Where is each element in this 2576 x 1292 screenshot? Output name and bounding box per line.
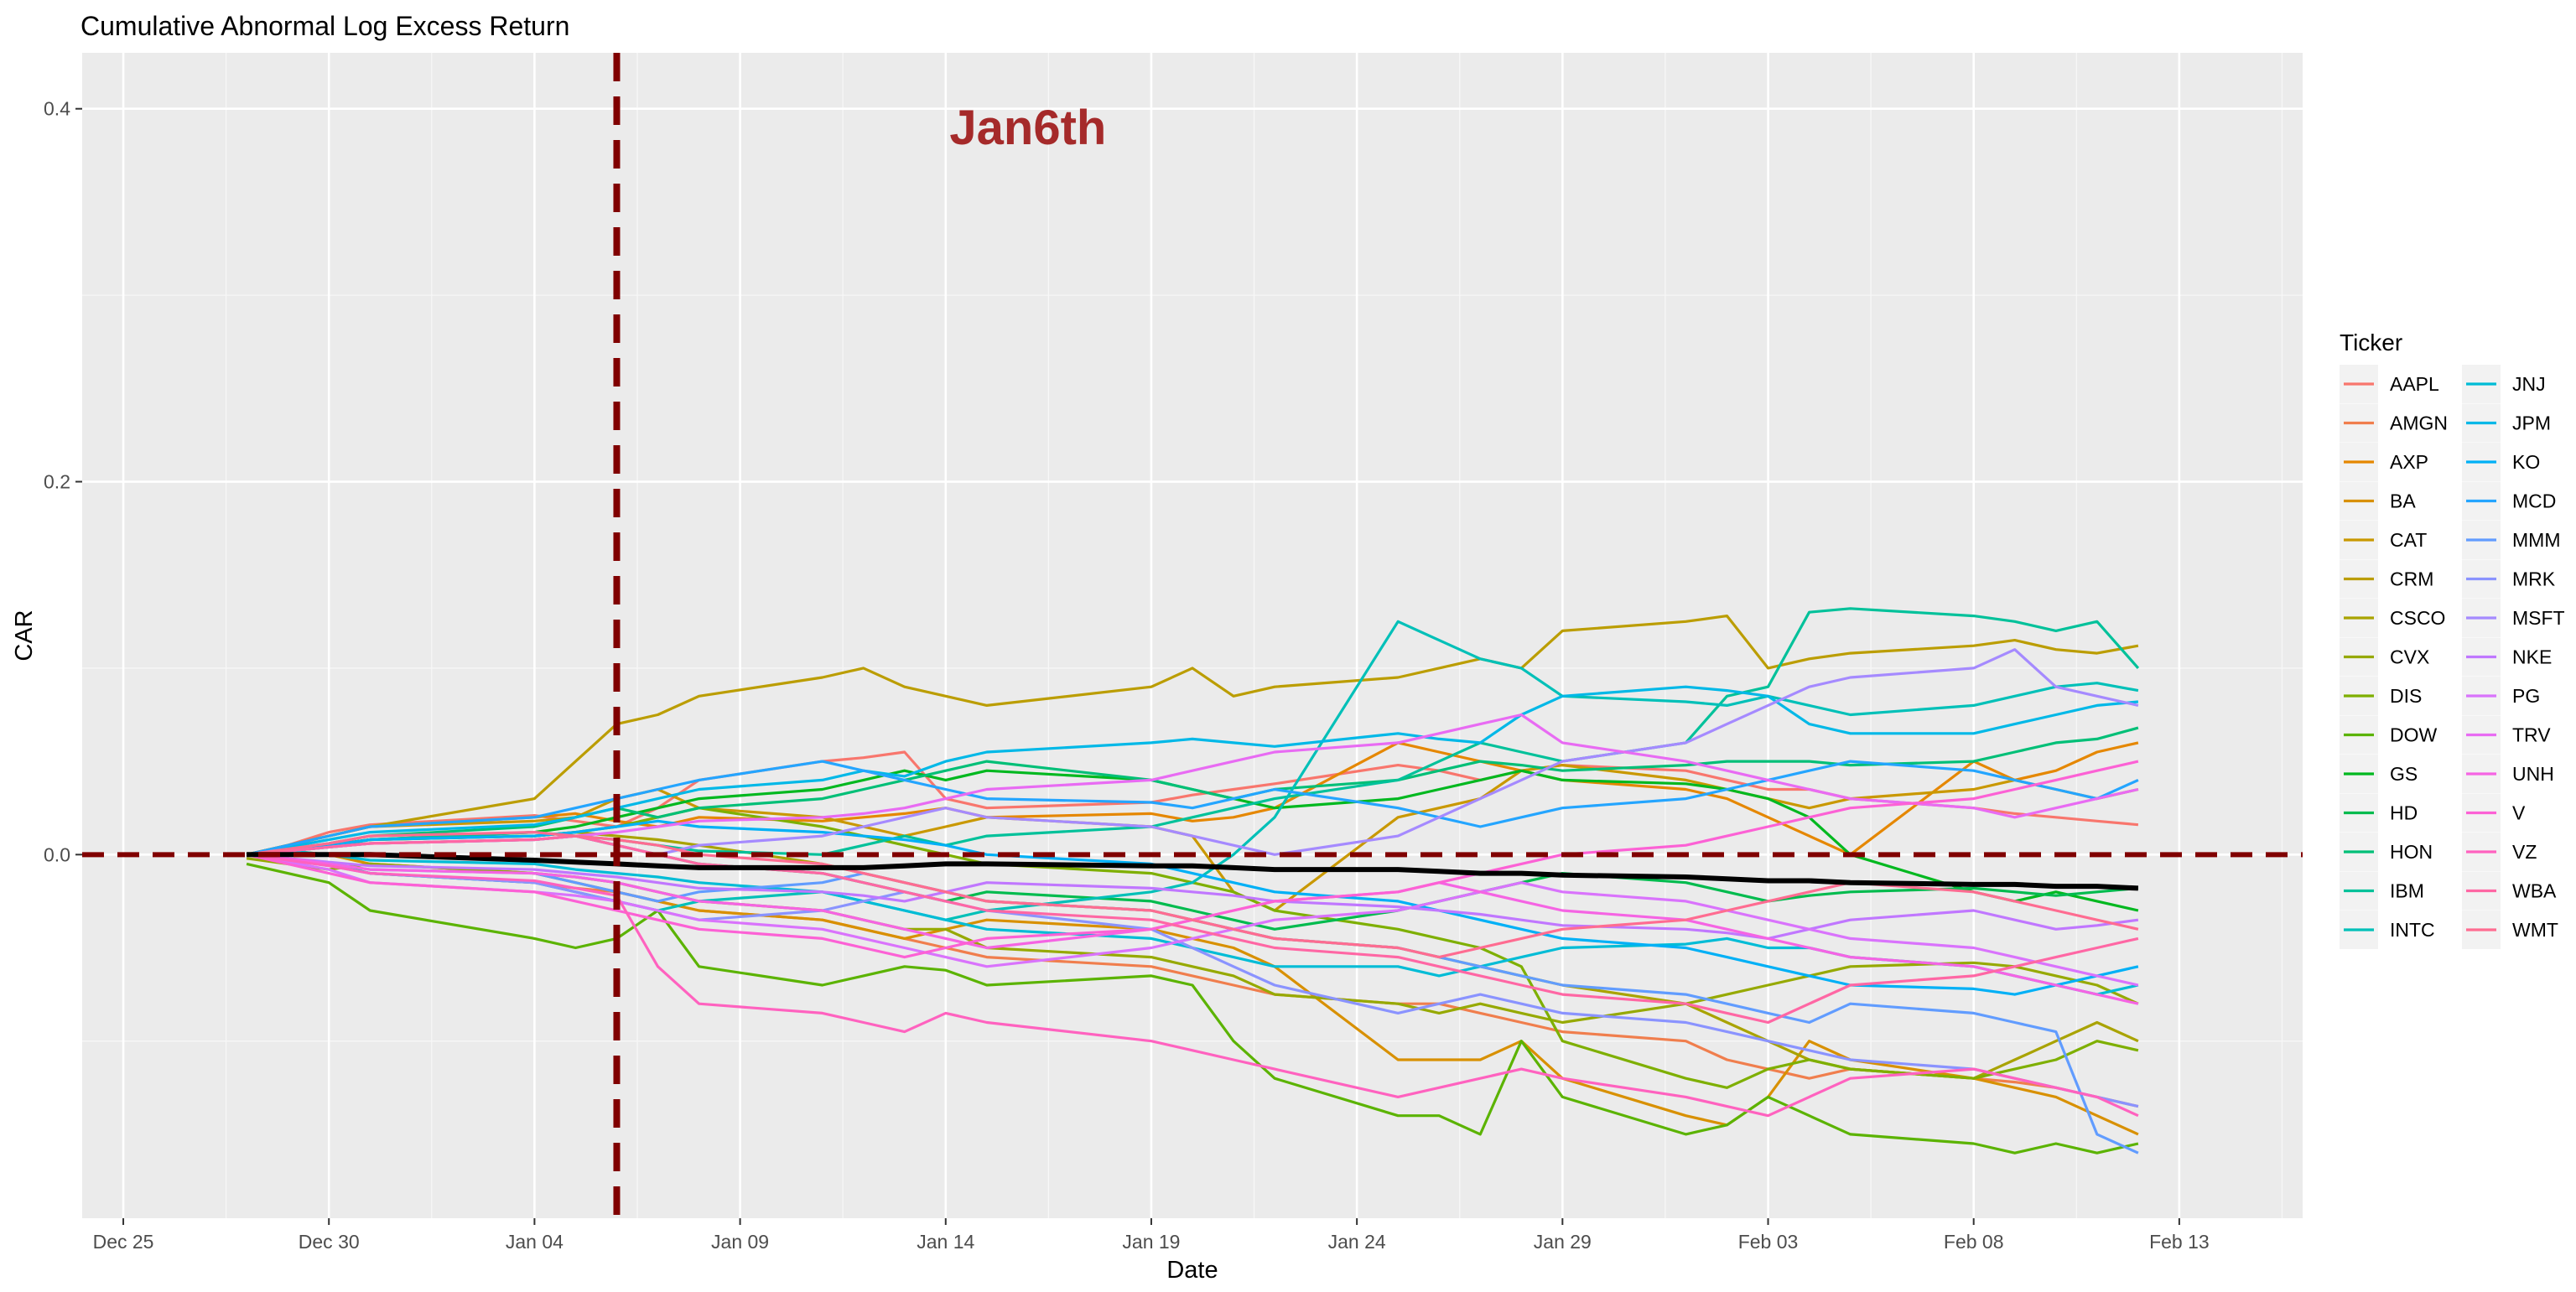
x-tick-label: Feb 08 <box>1944 1231 2004 1253</box>
legend-item-label: GS <box>2390 763 2418 785</box>
series-line-jpm <box>246 685 2139 856</box>
legend-item-label: VZ <box>2512 841 2537 863</box>
x-tick-label: Jan 14 <box>917 1231 974 1253</box>
legend-item-label: V <box>2512 802 2526 824</box>
x-tick-label: Dec 30 <box>299 1231 360 1253</box>
legend-item-label: UNH <box>2512 763 2554 785</box>
legend-item-label: MMM <box>2512 529 2560 551</box>
reference-lines <box>82 53 2303 1218</box>
y-tick-label: 0.0 <box>44 843 70 865</box>
series-line-wmt <box>246 830 2139 959</box>
legend-item-label: DOW <box>2390 724 2438 746</box>
y-axis: 0.0 0.2 0.4 <box>44 98 82 865</box>
x-tick-label: Dec 25 <box>93 1231 154 1253</box>
legend-item-label: MCD <box>2512 490 2556 512</box>
legend-item-label: AMGN <box>2390 413 2448 434</box>
legend-item-label: KO <box>2512 451 2540 473</box>
legend-title: Ticker <box>2340 329 2402 355</box>
series-line-mcd <box>246 760 2139 856</box>
series-line-axp <box>246 741 2139 856</box>
series-line-v <box>246 760 2139 959</box>
legend-item-label: CVX <box>2390 646 2429 668</box>
x-tick-label: Feb 03 <box>1738 1231 1799 1253</box>
grid-minor <box>82 53 2303 1218</box>
series-line-crm <box>246 614 2139 856</box>
legend-item-label: WBA <box>2512 880 2557 902</box>
chart-title: Cumulative Abnormal Log Excess Return <box>80 11 569 41</box>
legend-item-label: JPM <box>2512 413 2551 434</box>
legend-item-label: TRV <box>2512 724 2551 746</box>
x-axis: Dec 25 Dec 30 Jan 04 Jan 09 Jan 14 Jan 19 Jan … <box>93 1218 2210 1253</box>
legend-item-label: AAPL <box>2390 373 2439 395</box>
x-tick-label: Jan 09 <box>711 1231 769 1253</box>
y-axis-label: CAR <box>11 610 38 661</box>
x-tick-label: Jan 19 <box>1122 1231 1180 1253</box>
legend-item-label: CRM <box>2390 568 2433 590</box>
series-line-trv <box>246 713 2139 856</box>
legend-item-label: CAT <box>2390 529 2427 551</box>
x-tick-label: Jan 04 <box>506 1231 564 1253</box>
legend-item-label: MSFT <box>2512 607 2565 629</box>
x-axis-label: Date <box>1166 1257 1218 1284</box>
x-tick-label: Jan 24 <box>1328 1231 1386 1253</box>
series-line-mrk <box>246 853 2139 1108</box>
series-line-nke <box>246 853 2139 941</box>
legend: Ticker AAPL AMGN AXP BA CAT CRM CSCO CVX DIS DOW G… <box>2340 329 2565 949</box>
legend-item-label: AXP <box>2390 451 2428 473</box>
series-lines <box>246 607 2140 1154</box>
legend-item-label: IBM <box>2390 880 2424 902</box>
series-line-vz <box>246 853 2139 1118</box>
legend-item-label: CSCO <box>2390 607 2445 629</box>
series-line-ko <box>246 819 2139 996</box>
legend-item-label: HON <box>2390 841 2433 863</box>
plot-panel <box>82 53 2303 1218</box>
x-tick-label: Jan 29 <box>1534 1231 1592 1253</box>
legend-item-label: MRK <box>2512 568 2556 590</box>
legend-item-label: INTC <box>2390 919 2435 941</box>
legend-item-label: PG <box>2512 685 2540 707</box>
series-line-wba <box>246 834 2139 1025</box>
y-tick-label: 0.4 <box>44 98 70 120</box>
series-line-dow <box>246 862 2139 1154</box>
legend-item-label: WMT <box>2512 919 2558 941</box>
legend-item-label: BA <box>2390 490 2416 512</box>
x-tick-label: Feb 13 <box>2149 1231 2210 1253</box>
event-annotation: Jan6th <box>949 101 1106 155</box>
y-tick-label: 0.2 <box>44 471 70 493</box>
legend-item-label: HD <box>2390 802 2418 824</box>
legend-item-label: JNJ <box>2512 373 2546 395</box>
legend-item-label: DIS <box>2390 685 2422 707</box>
mean-line <box>247 852 2139 891</box>
legend-item-label: NKE <box>2512 646 2552 668</box>
